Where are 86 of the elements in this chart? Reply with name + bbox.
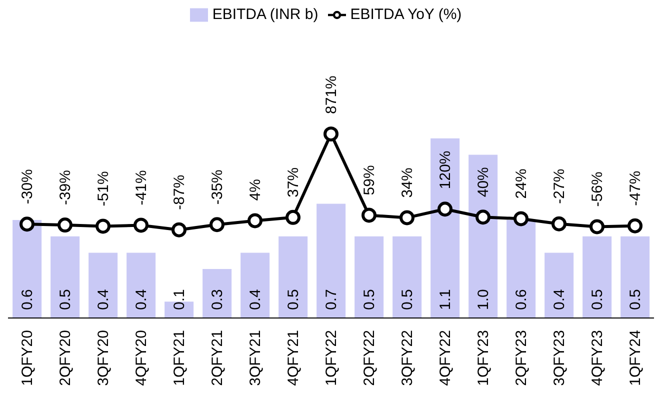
- x-tick-label: 2QFY22: [361, 330, 378, 386]
- bar: [392, 236, 422, 318]
- data-label: 0.4: [95, 289, 112, 310]
- point: [514, 211, 528, 226]
- data-label: 0.5: [399, 289, 416, 310]
- data-label: 0.6: [19, 289, 36, 310]
- x-tick-label: 4QFY23: [589, 330, 606, 386]
- data-label: 0.7: [323, 289, 340, 310]
- x-tick-label: 2QFY20: [57, 330, 74, 386]
- point: [20, 216, 34, 232]
- x-tick-label: 3QFY20: [95, 330, 112, 386]
- data-label: 0.4: [247, 289, 264, 310]
- x-tick-label: 3QFY21: [247, 330, 264, 386]
- x-tick-label: 3QFY23: [551, 330, 568, 386]
- bar: [354, 236, 384, 318]
- x-tick-label: 1QFY24: [627, 330, 644, 386]
- data-label: 0.1: [171, 289, 188, 310]
- data-label: -56%: [589, 172, 606, 207]
- x-tick-label: 1QFY22: [323, 330, 340, 386]
- x-tick-label: 2QFY21: [209, 330, 226, 386]
- bar: [544, 252, 574, 318]
- bar: [12, 220, 42, 318]
- bar: [430, 138, 460, 318]
- bar: [240, 252, 270, 318]
- bar: [278, 236, 308, 318]
- point: [400, 210, 414, 226]
- data-label: 0.5: [589, 289, 606, 310]
- x-tick-label: 3QFY22: [399, 330, 416, 386]
- data-label: 871%: [323, 76, 340, 114]
- point: [438, 202, 452, 217]
- bar: [620, 236, 650, 318]
- data-label: -47%: [627, 170, 644, 206]
- data-label: 37%: [285, 167, 302, 198]
- data-label: -27%: [551, 168, 568, 204]
- data-label: 0.6: [513, 289, 530, 310]
- data-label: 24%: [513, 168, 530, 199]
- point: [172, 222, 186, 238]
- data-label: -30%: [19, 169, 36, 204]
- data-label: 0.5: [57, 289, 74, 310]
- data-label: 0.3: [209, 289, 226, 310]
- bar: [126, 252, 156, 318]
- point: [590, 219, 604, 234]
- bar: [50, 236, 80, 318]
- legend-label: EBITDA (INR b): [212, 6, 318, 23]
- data-label: -35%: [209, 170, 226, 205]
- x-tick-label: 1QFY23: [475, 330, 492, 386]
- data-label: 40%: [475, 167, 492, 198]
- data-label: 4%: [247, 179, 264, 201]
- point: [248, 213, 262, 228]
- data-label: -41%: [133, 170, 150, 206]
- legend-label: EBITDA YoY (%): [350, 6, 462, 23]
- data-label: 0.5: [285, 289, 302, 310]
- point: [628, 218, 642, 234]
- point: [210, 217, 224, 232]
- x-tick-label: 2QFY23: [513, 330, 530, 386]
- data-label: 0.5: [361, 289, 378, 310]
- data-label: -51%: [95, 171, 112, 206]
- bar: [582, 236, 612, 318]
- bar: [202, 269, 232, 318]
- data-label: 34%: [399, 168, 416, 198]
- x-tick-label: 4QFY21: [285, 330, 302, 386]
- x-tick-label: 1QFY20: [19, 330, 36, 386]
- point: [134, 218, 148, 233]
- point: [324, 126, 338, 142]
- data-label: 0.4: [551, 289, 568, 310]
- data-label: 59%: [361, 165, 378, 196]
- bar: [316, 204, 346, 318]
- data-label: -39%: [57, 170, 74, 206]
- x-tick-label: 4QFY20: [133, 330, 150, 386]
- data-label: 1.0: [475, 289, 492, 310]
- point: [552, 216, 566, 232]
- point: [58, 218, 72, 233]
- data-label: 1.1: [437, 289, 454, 310]
- point: [286, 210, 300, 225]
- data-label: 120%: [437, 150, 454, 190]
- bar: [88, 252, 118, 318]
- data-label: -87%: [171, 174, 188, 210]
- bar: [468, 154, 498, 318]
- point: [476, 210, 490, 225]
- x-tick-label: 4QFY22: [437, 330, 454, 386]
- data-label: 0.4: [133, 289, 150, 310]
- point: [96, 218, 110, 234]
- point: [362, 208, 376, 223]
- bar: [506, 220, 536, 318]
- x-tick-label: 1QFY21: [171, 330, 188, 386]
- data-label: 0.5: [627, 289, 644, 310]
